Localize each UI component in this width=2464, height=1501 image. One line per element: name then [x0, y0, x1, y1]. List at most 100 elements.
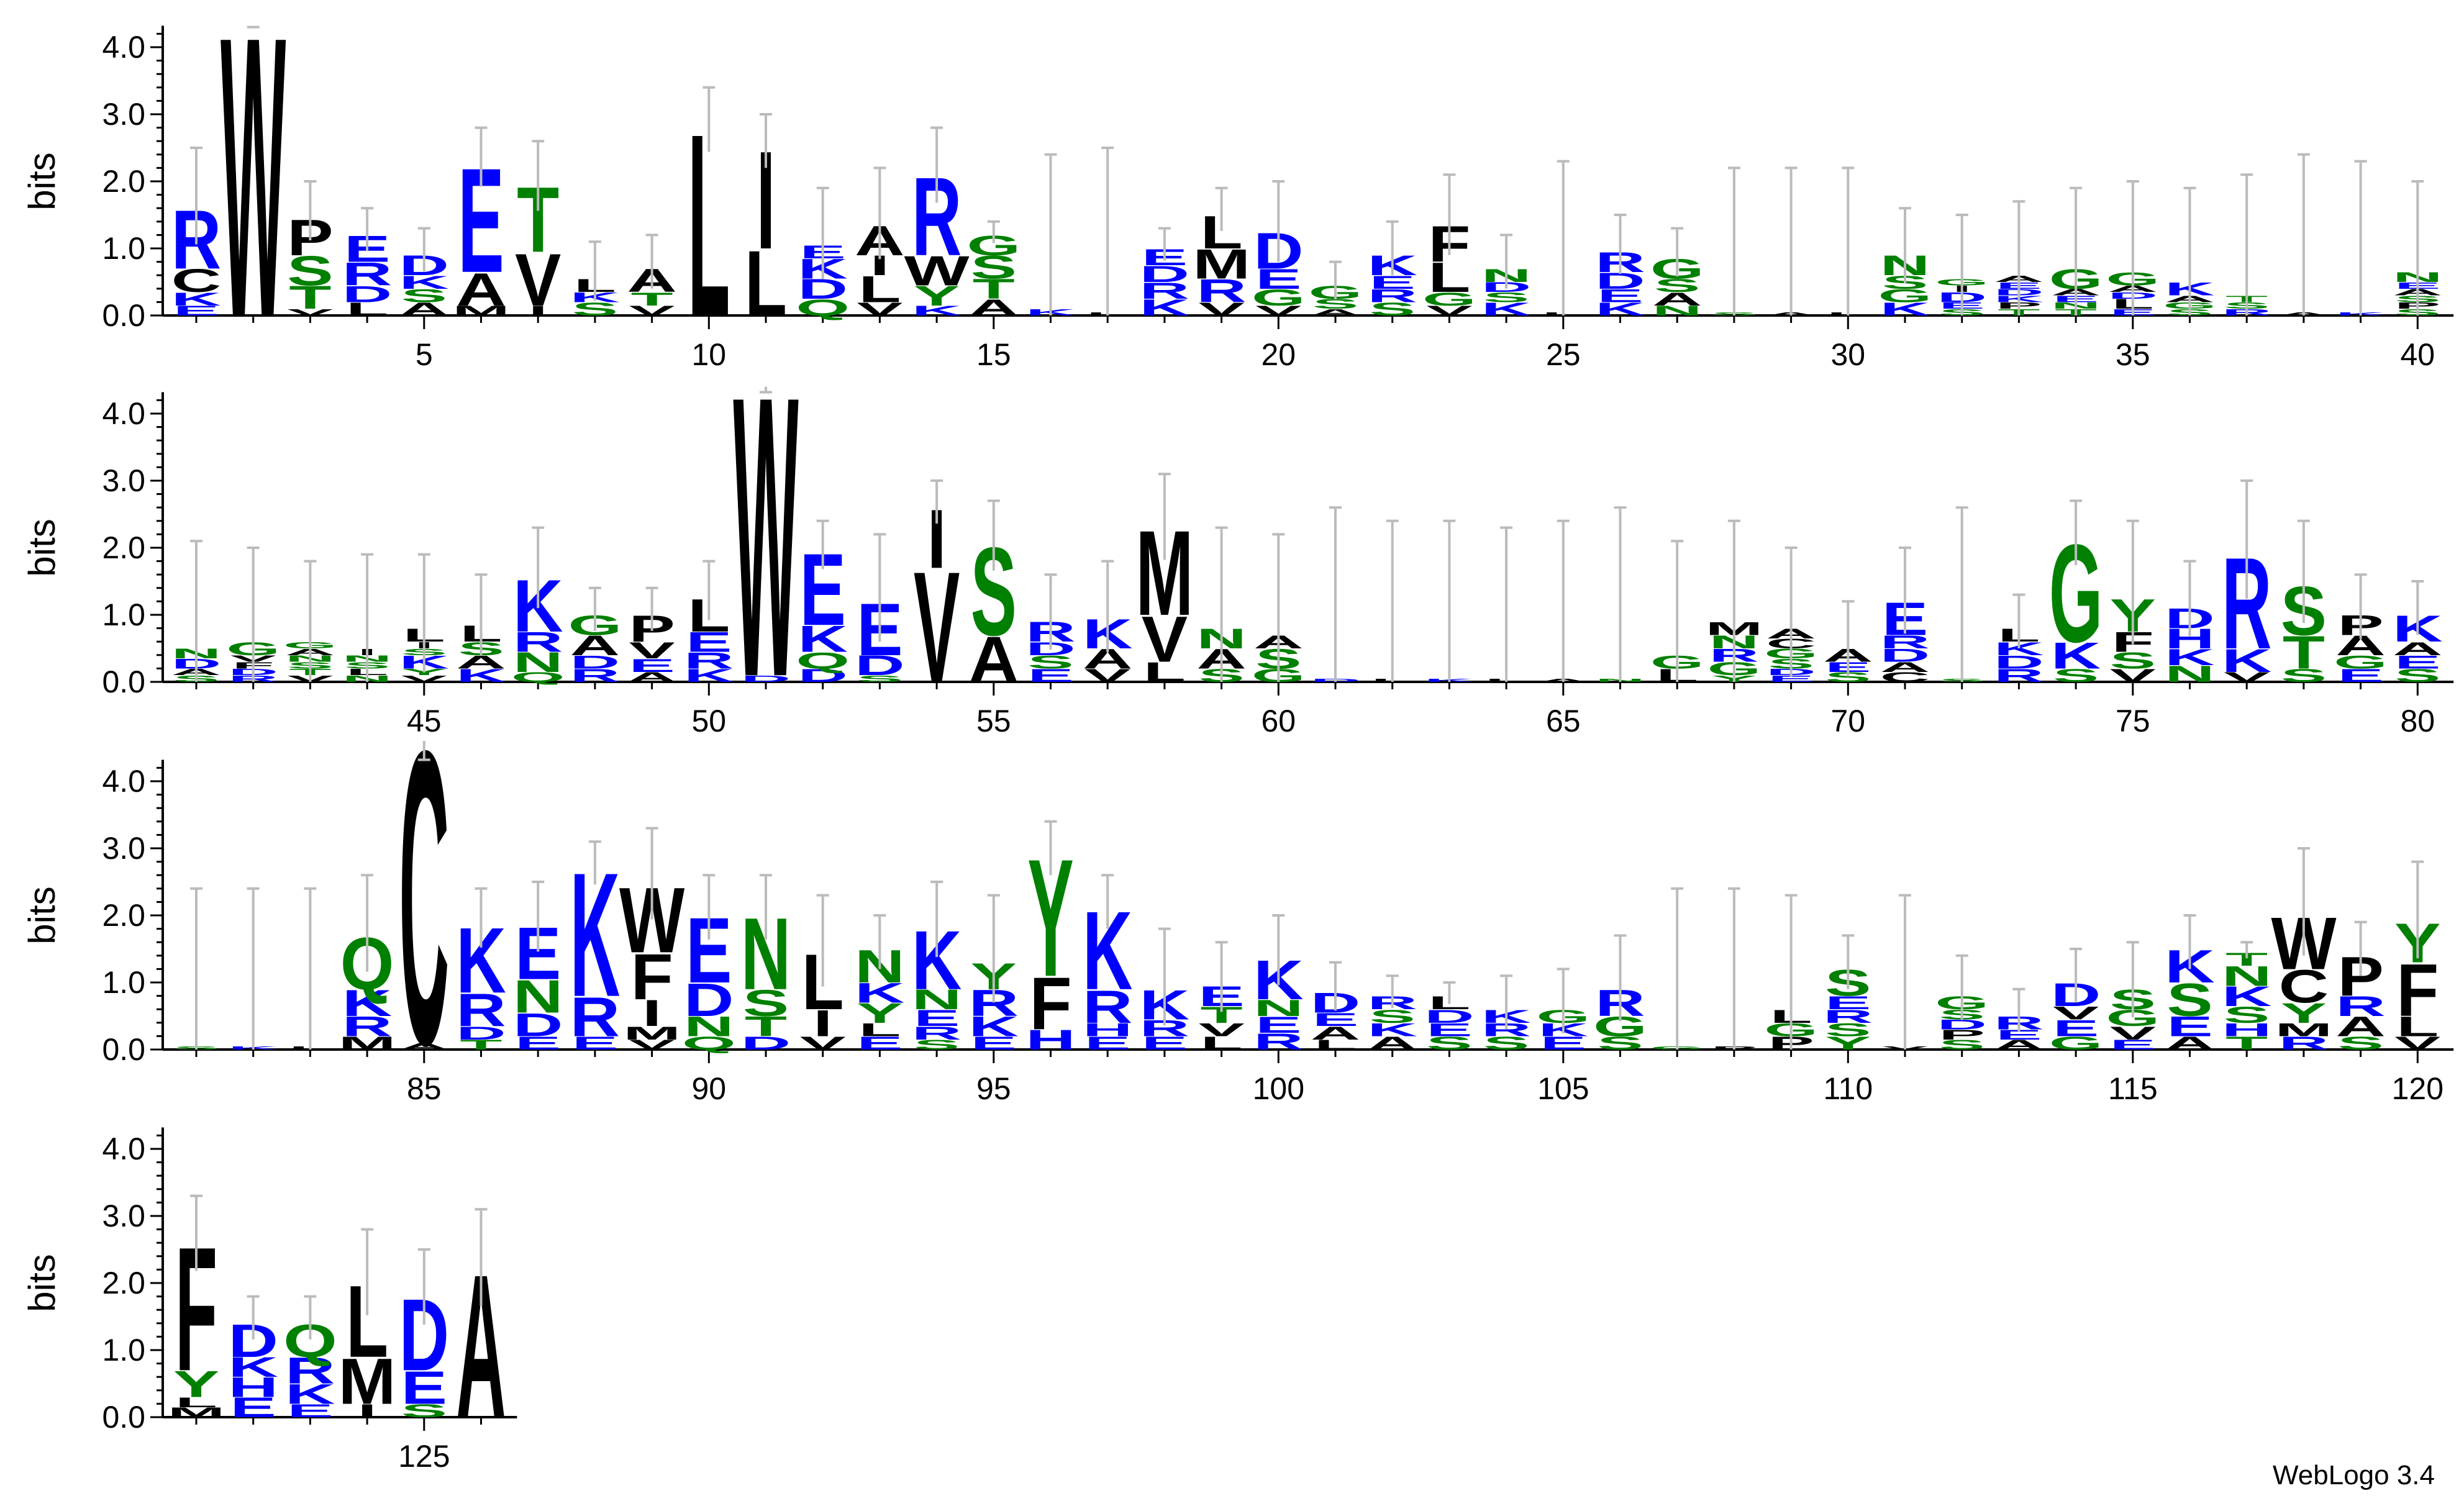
logo-letter-W: W [904, 248, 970, 294]
error-bar [304, 887, 317, 1050]
logo-letter-S: S [287, 248, 333, 294]
logo-letter-Y: Y [173, 1363, 219, 1405]
logo-letter-R: R [1253, 1028, 1303, 1054]
error-bar [588, 840, 601, 885]
logo-letter-E: E [230, 1392, 276, 1423]
logo-column-68: YGRNM [1705, 519, 1763, 684]
logo-letter-D: D [741, 1033, 791, 1053]
error-bar [417, 553, 430, 673]
error-bar [1614, 506, 1627, 682]
logo-letter-K: K [2165, 644, 2214, 670]
logo-column-72: S [1939, 506, 1985, 683]
logo-letter-D: D [513, 1007, 563, 1043]
logo-letter-C: C [171, 263, 221, 299]
logo-column-28: S [1711, 166, 1757, 317]
logo-column-6: MAE [452, 126, 510, 319]
logo-letter-M: M [452, 303, 510, 319]
error-bar [417, 741, 430, 761]
logo-letter-R: R [1196, 273, 1246, 309]
logo-letter-V: V [2053, 1003, 2099, 1023]
logo-letter-E: E [1255, 264, 1301, 295]
logo-column-29: A [1766, 166, 1816, 317]
logo-letter-L: L [858, 1020, 901, 1040]
logo-letter-V: V [629, 637, 675, 663]
logo-letter-L: L [745, 231, 787, 335]
logo-letter-E: E [1597, 286, 1643, 306]
logo-letter-K: K [1367, 1020, 1417, 1040]
error-bar [361, 553, 374, 682]
logo-column-38: A [2279, 153, 2329, 317]
logo-letter-S: S [401, 286, 447, 306]
error-bar [1443, 173, 1456, 255]
error-bar [1614, 934, 1627, 1022]
logo-column-112: SPDSG [1935, 954, 1989, 1053]
logo-letter-K: K [1481, 299, 1532, 319]
logo-letter-H: H [228, 1372, 278, 1403]
logo-letter-R: R [570, 986, 620, 1048]
error-bar [930, 881, 943, 957]
weblogo-credit: WebLogo 3.4 [2273, 1460, 2435, 1490]
logo-letter-Q: Q [796, 648, 850, 674]
error-bar [1215, 941, 1228, 1012]
logo-letter-I: I [642, 992, 661, 1034]
error-bar [1671, 887, 1684, 1050]
error-bar [1955, 506, 1968, 682]
logo-letter-E: E [1027, 665, 1073, 686]
logo-letter-N: N [513, 971, 563, 1023]
logo-letter-K: K [228, 1352, 278, 1383]
x-tick-label: 50 [691, 704, 726, 738]
error-bar [1329, 260, 1342, 300]
error-bar [760, 113, 772, 168]
error-bar [2297, 153, 2310, 315]
logo-letter-E: E [1370, 272, 1416, 292]
logo-letter-D: D [342, 281, 392, 307]
error-bar [2012, 593, 2025, 648]
logo-column-98: ERK [1140, 927, 1189, 1054]
logo-letter-R: R [1823, 1006, 1873, 1027]
error-bar [2354, 160, 2367, 315]
logo-column-77: VKR [2222, 479, 2272, 685]
error-bar [190, 540, 202, 682]
y-tick-label: 3.0 [102, 463, 145, 498]
logo-column-51: DW [733, 314, 799, 761]
error-bar [361, 1228, 374, 1315]
logo-letter-F: F [631, 940, 673, 1013]
y-tick-label: 0.0 [102, 1032, 145, 1067]
logo-letter-S: S [1027, 652, 1073, 673]
error-bar [1443, 519, 1456, 682]
error-bar [2297, 519, 2310, 623]
logo-letter-V: V [1426, 303, 1473, 319]
x-tick-label: 55 [976, 704, 1011, 738]
logo-letter-R: R [1880, 632, 1930, 652]
logo-letter-Q: Q [511, 669, 565, 685]
logo-letter-R: R [285, 1350, 335, 1392]
error-bar [1842, 600, 1855, 677]
logo-letter-L: L [1143, 657, 1186, 688]
logo-letter-D: D [1880, 645, 1930, 666]
logo-letter-A: A [2335, 1011, 2385, 1042]
logo-column-55: AS [969, 499, 1019, 696]
y-tick-label: 4.0 [102, 396, 145, 431]
y-tick-label: 2.0 [102, 898, 145, 933]
x-tick-label: 120 [2392, 1071, 2444, 1106]
error-bar [1215, 186, 1228, 231]
logo-letter-R: R [1994, 665, 2043, 686]
error-bar [645, 586, 658, 631]
logo-letter-R: R [684, 648, 734, 674]
logo-letter-P: P [1939, 1027, 1985, 1043]
logo-letter-Q: Q [796, 294, 850, 320]
y-tick-label: 1.0 [102, 965, 145, 1000]
logo-letter-K: K [285, 1379, 335, 1410]
logo-letter-L: L [858, 268, 901, 310]
logo-letter-L: L [2396, 1011, 2439, 1042]
error-bar [2411, 860, 2424, 959]
